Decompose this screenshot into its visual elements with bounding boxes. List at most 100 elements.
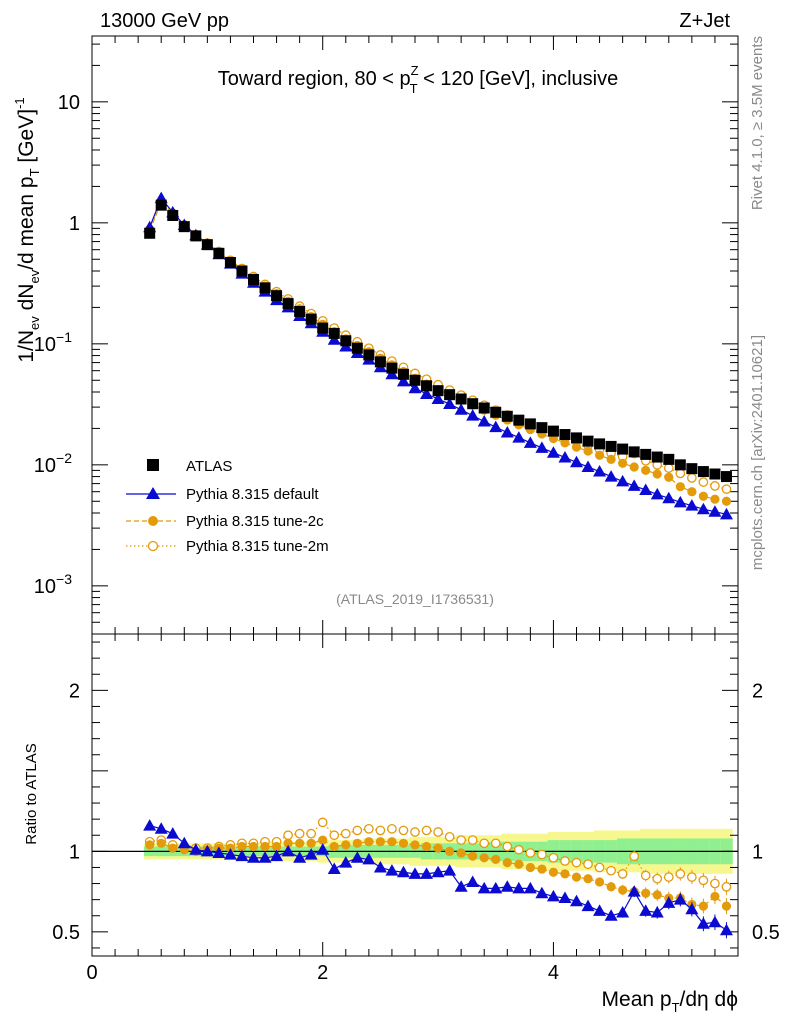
ratio-point-default	[685, 902, 699, 915]
data-point-atlas	[155, 199, 167, 211]
data-point-atlas	[536, 422, 548, 434]
ratio-point-default	[581, 899, 595, 912]
data-point-atlas	[351, 342, 363, 354]
ratio-point-tune2m	[594, 862, 605, 873]
y-tick-label: 10−1	[34, 329, 72, 356]
data-point-default	[719, 507, 733, 520]
data-point-atlas	[697, 466, 709, 478]
data-point-tune2c	[652, 469, 662, 479]
ratio-point-tune2c	[594, 877, 605, 887]
data-point-atlas	[363, 349, 375, 361]
ratio-point-default	[593, 904, 607, 916]
data-point-atlas	[478, 402, 490, 414]
ratio-point-tune2c	[145, 840, 155, 850]
ratio-point-tune2c	[641, 888, 651, 898]
ratio-point-default	[293, 851, 307, 863]
data-point-default	[420, 387, 434, 400]
data-point-default	[685, 499, 699, 511]
ratio-point-default	[373, 860, 387, 873]
ratio-point-tune2c	[445, 846, 455, 856]
data-point-atlas	[397, 368, 409, 380]
data-point-default	[512, 431, 526, 443]
ratio-point-tune2m	[571, 857, 582, 868]
ratio-point-default	[708, 915, 722, 928]
ratio-y-tick-label-right: 2	[752, 680, 763, 702]
data-point-atlas	[709, 468, 721, 480]
data-point-atlas	[213, 247, 225, 259]
ratio-point-tune2m	[698, 875, 709, 886]
ratio-point-default	[223, 848, 237, 860]
ratio-point-default	[639, 904, 653, 916]
data-point-tune2m	[710, 481, 720, 491]
data-point-tune2m	[687, 473, 697, 483]
data-point-default	[454, 403, 468, 415]
ratio-point-default	[408, 867, 422, 879]
x-tick-label: 4	[548, 962, 559, 984]
y-tick-label: 10−2	[34, 450, 72, 477]
legend-marker-tune2m	[147, 540, 159, 552]
data-point-default	[650, 487, 664, 500]
ylabel-sup: -1	[12, 97, 27, 109]
ratio-point-tune2m	[513, 844, 524, 855]
ratio-point-default	[650, 906, 664, 918]
ratio-point-tune2m	[306, 828, 317, 839]
ratio-point-default	[212, 846, 226, 858]
ratio-y-tick-label-right: 1	[752, 841, 763, 863]
ratio-point-tune2c	[237, 841, 247, 852]
ratio-point-tune2m	[629, 851, 640, 862]
ratio-point-tune2m	[675, 869, 686, 879]
data-point-atlas	[640, 448, 652, 460]
ratio-point-default	[177, 836, 191, 849]
data-point-default	[327, 333, 341, 345]
data-point-default	[581, 460, 595, 472]
data-point-tune2c	[687, 487, 697, 497]
ratio-point-tune2m	[433, 827, 443, 837]
ratio-point-default	[200, 844, 214, 857]
ratio-point-tune2c	[398, 838, 409, 848]
data-point-tune2m	[721, 484, 732, 494]
ratio-point-tune2c	[502, 858, 512, 868]
ratio-point-tune2c	[271, 841, 282, 852]
y-tick-label: 10−3	[34, 571, 72, 598]
ratio-point-tune2c	[560, 869, 570, 879]
data-point-default	[466, 409, 480, 421]
x-tick-label: 0	[86, 962, 97, 984]
data-point-atlas	[605, 440, 617, 452]
ratio-point-tune2c	[468, 851, 478, 861]
ratio-point-tune2c	[156, 838, 166, 848]
data-point-atlas	[455, 393, 467, 405]
data-point-tune2c	[629, 462, 639, 472]
ylabel-s2: ev	[27, 269, 42, 283]
data-point-atlas	[571, 432, 582, 444]
data-point-atlas	[663, 453, 675, 465]
data-point-atlas	[524, 418, 536, 430]
data-point-tune2m	[663, 463, 674, 473]
data-point-atlas	[582, 435, 594, 447]
ratio-point-tune2m	[687, 872, 697, 882]
ratio-point-tune2c	[514, 859, 524, 869]
ratio-point-tune2m	[352, 825, 363, 836]
data-point-atlas	[305, 313, 317, 325]
data-point-default	[570, 455, 583, 468]
y-tick-label: 1	[69, 213, 80, 235]
ratio-point-tune2m	[525, 848, 536, 858]
title-sub: T	[410, 81, 418, 96]
ratio-point-default	[339, 856, 353, 868]
ratio-point-default	[385, 864, 399, 876]
data-point-tune2c	[710, 494, 720, 504]
ratio-point-default	[281, 844, 295, 857]
data-point-atlas	[144, 227, 156, 239]
data-point-atlas	[340, 335, 352, 347]
ratio-point-default	[189, 843, 203, 855]
data-point-default	[616, 474, 630, 487]
ratio-point-default	[316, 843, 330, 855]
ratio-point-tune2c	[375, 837, 385, 847]
ratio-point-tune2c	[698, 901, 708, 911]
ratio-point-tune2m	[652, 873, 663, 884]
ratio-point-tune2c	[710, 891, 720, 902]
xlabel-b: /dη dϕ	[680, 988, 738, 1011]
y-tick-label: 10	[58, 92, 80, 114]
ratio-y-tick-label: 1	[69, 841, 80, 863]
ratio-point-tune2c	[306, 838, 316, 848]
